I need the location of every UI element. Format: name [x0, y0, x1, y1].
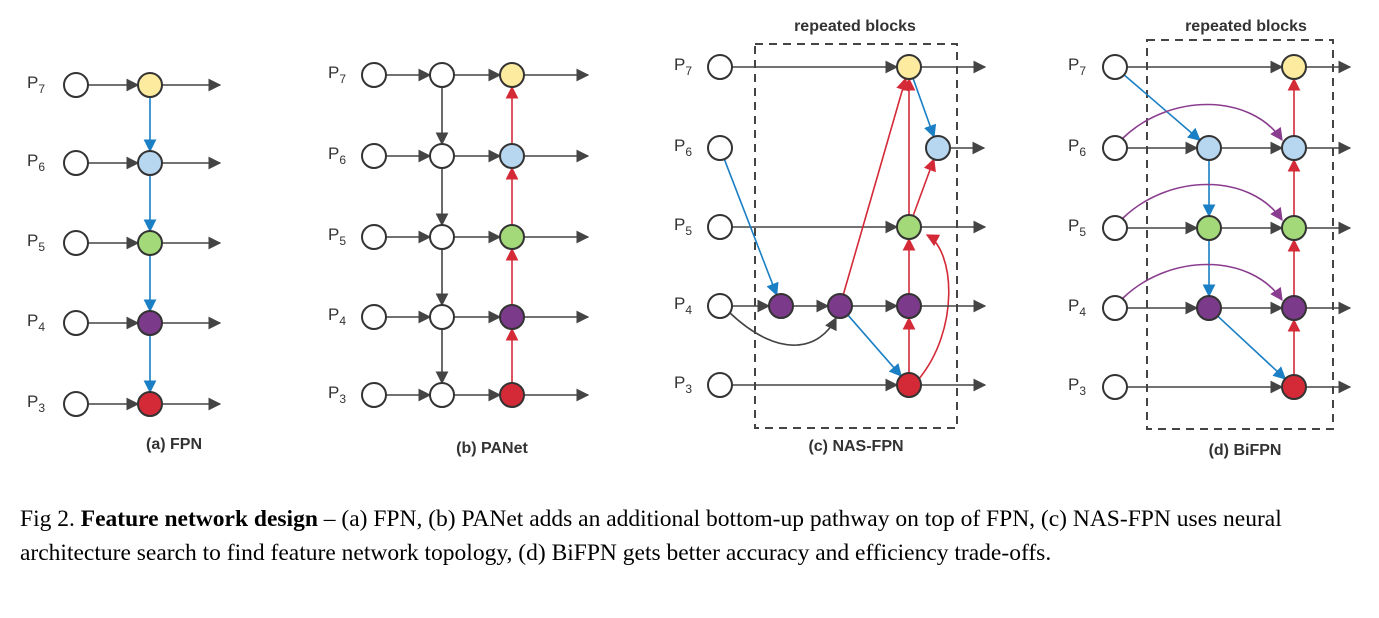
feature-network-diagram: repeated blocks repeated blocks (a) FPN … [27, 18, 1352, 459]
edge-d-skip [1122, 183, 1283, 222]
feature-node-a-p4 [137, 310, 163, 336]
panel-caption-c: (c) NAS-FPN [808, 438, 903, 455]
block-label-c: repeated blocks [794, 18, 916, 35]
input-node-c [707, 214, 733, 240]
edge-c-cross [912, 78, 937, 138]
input-node-c [707, 135, 733, 161]
input-node-a [63, 310, 89, 336]
level-label-c-p7: P7 [674, 55, 692, 78]
intermediate-node-c [827, 293, 853, 319]
input-node-a [63, 391, 89, 417]
feature-node-a-p5 [137, 230, 163, 256]
input-node-b [361, 224, 387, 250]
input-node-d [1102, 374, 1128, 400]
intermediate-node-d-p4 [1196, 295, 1222, 321]
level-label-b-p3: P3 [328, 383, 346, 406]
feature-node-a-p7 [137, 72, 163, 98]
input-node-a [63, 72, 89, 98]
level-label-c-p5: P5 [674, 215, 692, 238]
feature-node-b-p6 [499, 143, 525, 169]
edge-d-topdown [1123, 74, 1201, 142]
intermediate-node-b [429, 143, 455, 169]
feature-node-c-p4 [896, 293, 922, 319]
intermediate-node-b [429, 62, 455, 88]
feature-node-b-p5 [499, 224, 525, 250]
level-label-c-p4: P4 [674, 294, 692, 317]
feature-node-d-p5 [1281, 215, 1307, 241]
feature-node-b-p4 [499, 304, 525, 330]
feature-node-d-p3 [1281, 374, 1307, 400]
edge-c-bottomup [912, 158, 936, 217]
figure-caption: Fig 2. Feature network design – (a) FPN,… [20, 502, 1360, 570]
feature-node-b-p7 [499, 62, 525, 88]
input-node-c [707, 54, 733, 80]
edge-d-topdown [1217, 315, 1287, 380]
repeated-block-box-c [754, 43, 958, 429]
feature-node-c-p5 [896, 214, 922, 240]
level-label-a-p7: P7 [27, 73, 45, 96]
level-label-c-p6: P6 [674, 136, 692, 159]
level-label-c-p3: P3 [674, 373, 692, 396]
feature-node-c-p3 [896, 372, 922, 398]
input-node-a [63, 230, 89, 256]
edge-c-cross [723, 158, 779, 296]
feature-node-a-p3 [137, 391, 163, 417]
input-node-b [361, 304, 387, 330]
edge-c-curve [729, 312, 837, 346]
feature-node-d-p6 [1281, 135, 1307, 161]
level-label-d-p6: P6 [1068, 136, 1086, 159]
edge-c-cross [847, 314, 902, 377]
feature-node-d-p4 [1281, 295, 1307, 321]
input-node-b [361, 382, 387, 408]
level-label-d-p5: P5 [1068, 216, 1086, 239]
panel-caption-b: (b) PANet [456, 440, 528, 457]
feature-node-d-p7 [1281, 54, 1307, 80]
input-node-d [1102, 215, 1128, 241]
repeated-block-box-d [1146, 39, 1334, 430]
intermediate-node-c [768, 293, 794, 319]
level-label-d-p4: P4 [1068, 296, 1086, 319]
feature-node-a-p6 [137, 150, 163, 176]
input-node-d [1102, 135, 1128, 161]
input-node-c [707, 372, 733, 398]
feature-node-c-p7 [896, 54, 922, 80]
level-label-b-p6: P6 [328, 144, 346, 167]
intermediate-node-d-p5 [1196, 215, 1222, 241]
level-label-a-p6: P6 [27, 151, 45, 174]
level-label-b-p7: P7 [328, 63, 346, 86]
edge-d-skip [1122, 103, 1283, 142]
level-label-d-p7: P7 [1068, 55, 1086, 78]
caption-bold: Feature network design [80, 506, 318, 532]
block-label-d: repeated blocks [1185, 18, 1307, 35]
edge-c-curve [917, 234, 950, 381]
input-node-d [1102, 295, 1128, 321]
caption-prefix: Fig 2. [20, 506, 81, 532]
level-label-d-p3: P3 [1068, 375, 1086, 398]
edge-d-skip [1122, 263, 1283, 302]
caption-text: – (a) FPN, (b) PANet adds an additional … [20, 506, 1282, 566]
feature-node-b-p3 [499, 382, 525, 408]
panel-caption-a: (a) FPN [146, 436, 202, 453]
level-label-b-p5: P5 [328, 225, 346, 248]
intermediate-node-b [429, 382, 455, 408]
level-label-b-p4: P4 [328, 305, 346, 328]
level-label-a-p5: P5 [27, 231, 45, 254]
feature-node-c-p6 [925, 135, 951, 161]
intermediate-node-b [429, 304, 455, 330]
panel-caption-d: (d) BiFPN [1209, 442, 1282, 459]
level-label-a-p3: P3 [27, 392, 45, 415]
input-node-b [361, 62, 387, 88]
input-node-c [707, 293, 733, 319]
intermediate-node-b [429, 224, 455, 250]
level-label-a-p4: P4 [27, 311, 45, 334]
input-node-b [361, 143, 387, 169]
intermediate-node-d-p6 [1196, 135, 1222, 161]
input-node-d [1102, 54, 1128, 80]
edge-c-cross [842, 77, 909, 295]
input-node-a [63, 150, 89, 176]
